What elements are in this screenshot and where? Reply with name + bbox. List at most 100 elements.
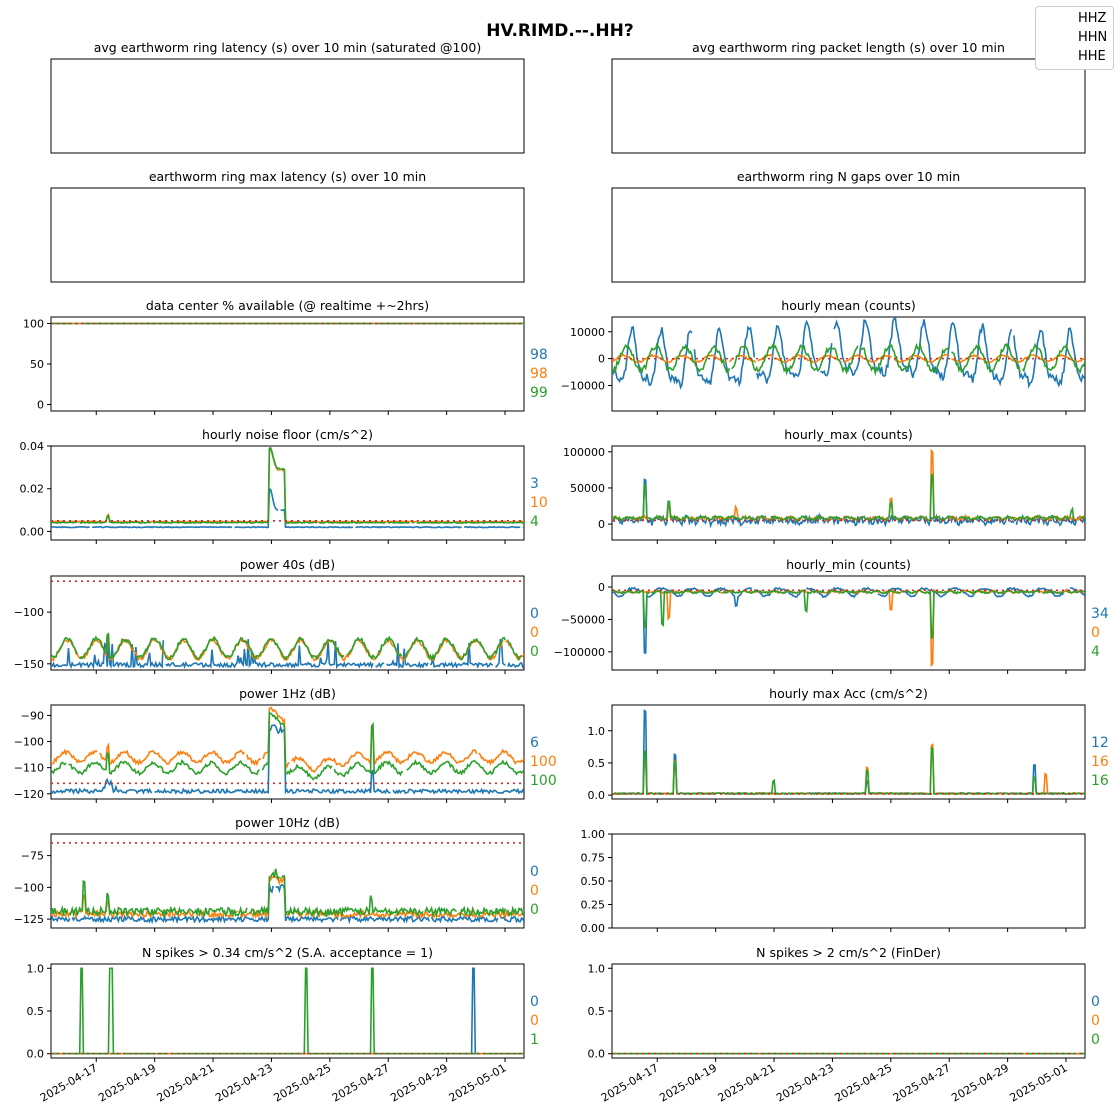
summary-value-hhn: 100 bbox=[530, 754, 557, 770]
y-tick-label: 1.0 bbox=[588, 962, 606, 975]
summary-value-hhz: 0 bbox=[530, 864, 539, 880]
panel-title: avg earthworm ring latency (s) over 10 m… bbox=[94, 40, 481, 55]
legend-entry-hhz: HHZ bbox=[1078, 11, 1107, 26]
panel-p5: hourly mean (counts) −10000 0 10000 bbox=[561, 298, 1086, 415]
panel-p10: power 1Hz (dB) −90 −100 −110 −120 6 100 100 bbox=[14, 686, 557, 803]
panel-p3: earthworm ring N gaps over 10 min bbox=[611, 169, 1086, 283]
axes-frame bbox=[50, 187, 525, 283]
x-tick-label: 2025-04-23 bbox=[213, 1061, 275, 1104]
series-line-hhn bbox=[612, 448, 1085, 523]
axes-frame bbox=[611, 187, 1086, 283]
y-tick-label: 0.00 bbox=[20, 525, 45, 538]
panel-title: power 40s (dB) bbox=[240, 557, 335, 572]
summary-value-hhe: 4 bbox=[1091, 644, 1100, 660]
x-tick-label: 2025-04-27 bbox=[330, 1061, 392, 1104]
y-tick-label: 1.0 bbox=[27, 962, 45, 975]
panel-p15: N spikes > 2 cm/s^2 (FinDer) 0.0 0.5 1.0 202… bbox=[588, 945, 1100, 1105]
summary-value-hhe: 0 bbox=[530, 902, 539, 918]
axes-frame bbox=[611, 58, 1086, 154]
x-tick-label: 2025-04-19 bbox=[657, 1061, 719, 1104]
series-line-hhe bbox=[612, 588, 1085, 640]
series-line-hhz bbox=[612, 317, 1085, 390]
y-tick-label: 0.04 bbox=[20, 440, 45, 453]
panel-p1: avg earthworm ring packet length (s) ove… bbox=[611, 40, 1086, 154]
summary-value-hhz: 6 bbox=[530, 735, 539, 751]
y-tick-label: 10000 bbox=[570, 326, 605, 339]
panel-title: hourly max Acc (cm/s^2) bbox=[769, 686, 928, 701]
y-tick-label: 1.0 bbox=[588, 725, 606, 738]
y-tick-label: 0.5 bbox=[588, 1005, 606, 1018]
y-tick-label: −50000 bbox=[561, 613, 605, 626]
y-tick-label: 0 bbox=[598, 518, 605, 531]
summary-value-hhz: 0 bbox=[530, 606, 539, 622]
legend: HHZ HHN HHE bbox=[1035, 6, 1114, 70]
axes-frame bbox=[50, 316, 525, 412]
series-line-hhn bbox=[51, 706, 524, 774]
summary-value-hhn: 16 bbox=[1091, 754, 1109, 770]
series-line-hhz bbox=[51, 638, 524, 670]
y-tick-label: 0.0 bbox=[588, 1048, 606, 1061]
panel-title: power 1Hz (dB) bbox=[239, 686, 336, 701]
summary-value-hhe: 0 bbox=[530, 644, 539, 660]
summary-value-hhz: 3 bbox=[530, 476, 539, 492]
y-tick-label: −75 bbox=[21, 850, 44, 863]
series-line-hhn bbox=[612, 588, 1085, 668]
y-tick-label: 0.5 bbox=[588, 757, 606, 770]
y-tick-label: 0.00 bbox=[581, 922, 606, 935]
series-line-hhz bbox=[612, 586, 1085, 654]
axes-frame bbox=[50, 704, 525, 800]
panel-p8: power 40s (dB) −100 −150 0 0 0 bbox=[14, 557, 539, 674]
y-tick-label: −120 bbox=[14, 788, 44, 801]
axes-frame bbox=[611, 704, 1086, 800]
y-tick-label: −100000 bbox=[554, 646, 605, 659]
y-tick-label: −10000 bbox=[561, 379, 605, 392]
panel-title: hourly_min (counts) bbox=[786, 557, 911, 572]
series-line-hhe bbox=[51, 967, 524, 1055]
panel-p4: data center % available (@ realtime +~2h… bbox=[23, 298, 548, 415]
series-line-hhe bbox=[51, 711, 524, 781]
axes-frame bbox=[50, 575, 525, 671]
y-tick-label: 100000 bbox=[563, 446, 605, 459]
panel-title: power 10Hz (dB) bbox=[235, 815, 340, 830]
summary-value-hhn: 0 bbox=[530, 1013, 539, 1029]
summary-value-hhe: 1 bbox=[530, 1032, 539, 1048]
axes-frame bbox=[611, 963, 1086, 1059]
y-tick-label: 0.5 bbox=[27, 1005, 45, 1018]
panel-p7: hourly_max (counts) 0 50000 100000 bbox=[563, 427, 1086, 544]
x-tick-label: 2025-04-23 bbox=[774, 1061, 836, 1104]
axes-frame bbox=[50, 833, 525, 929]
x-tick-label: 2025-04-21 bbox=[716, 1061, 778, 1104]
series-line-hhe bbox=[51, 868, 524, 919]
panel-p0: avg earthworm ring latency (s) over 10 m… bbox=[50, 40, 525, 154]
series-line-hhz bbox=[51, 967, 524, 1055]
y-tick-label: −100 bbox=[14, 736, 44, 749]
panel-p13: 0.00 0.25 0.50 0.75 1.00 bbox=[581, 828, 1086, 935]
panel-p14: N spikes > 0.34 cm/s^2 (S.A. acceptance … bbox=[27, 945, 539, 1105]
panel-title: earthworm ring max latency (s) over 10 m… bbox=[149, 169, 426, 184]
x-tick-label: 2025-04-27 bbox=[891, 1061, 953, 1104]
series-line-hhe bbox=[612, 747, 1085, 796]
series-line-hhz bbox=[51, 487, 524, 529]
summary-value-hhz: 34 bbox=[1091, 606, 1109, 622]
legend-entry-hhe: HHE bbox=[1078, 49, 1106, 64]
y-tick-label: 50 bbox=[30, 358, 44, 371]
summary-value-hhn: 0 bbox=[530, 625, 539, 641]
summary-value-hhn: 0 bbox=[530, 883, 539, 899]
summary-value-hhn: 98 bbox=[530, 366, 548, 382]
x-tick-label: 2025-04-17 bbox=[38, 1061, 100, 1104]
y-tick-label: 0 bbox=[37, 399, 44, 412]
axes-frame bbox=[50, 58, 525, 154]
summary-value-hhe: 100 bbox=[530, 773, 557, 789]
y-tick-label: 0.50 bbox=[581, 875, 606, 888]
y-tick-label: 0.0 bbox=[588, 789, 606, 802]
panel-p9: hourly_min (counts) 0 −50000 −100000 34 0 4 bbox=[554, 557, 1109, 674]
x-tick-label: 2025-04-17 bbox=[599, 1061, 661, 1104]
summary-value-hhe: 4 bbox=[530, 514, 539, 530]
axes-frame bbox=[50, 445, 525, 541]
y-tick-label: −100 bbox=[14, 606, 44, 619]
panel-p2: earthworm ring max latency (s) over 10 m… bbox=[50, 169, 525, 283]
axes-frame bbox=[50, 963, 525, 1059]
axes-frame bbox=[611, 445, 1086, 541]
panel-title: N spikes > 0.34 cm/s^2 (S.A. acceptance … bbox=[142, 945, 433, 960]
panel-title: earthworm ring N gaps over 10 min bbox=[737, 169, 960, 184]
